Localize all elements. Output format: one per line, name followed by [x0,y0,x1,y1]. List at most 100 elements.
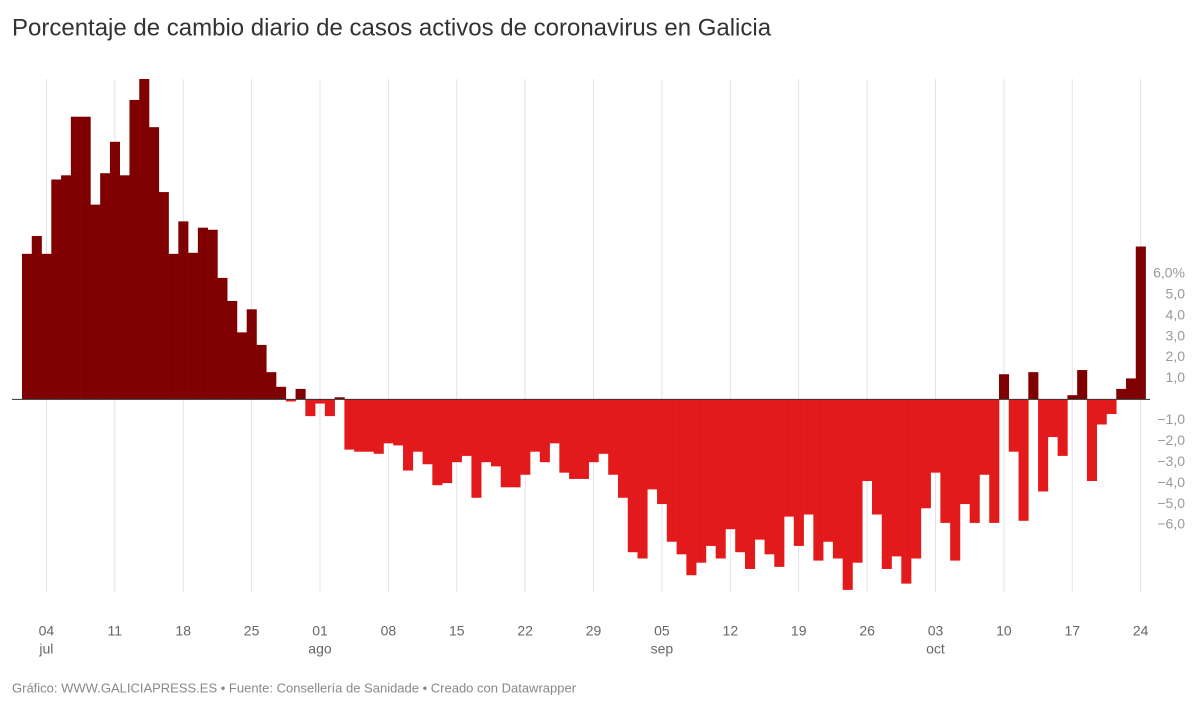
bar [80,116,91,400]
bar [862,399,873,482]
bar [236,332,248,400]
bar [109,141,120,400]
bar [207,229,218,400]
bar [500,399,511,488]
bar [1018,399,1029,521]
y-tick-label: 6,0% [1153,264,1185,280]
bar [168,253,179,400]
bar [1135,246,1146,400]
bar [217,277,228,400]
bar [1077,370,1088,400]
bar [920,399,931,509]
bar [295,388,306,400]
bar [129,99,140,400]
bar [950,399,961,561]
bar [490,399,502,467]
bar [686,399,697,576]
bar [725,399,736,530]
x-tick-label: 29 [586,623,602,639]
bar [363,399,375,452]
bar [705,399,716,546]
bar [22,253,33,400]
bar [31,236,42,400]
y-tick-label: 4,0 [1166,306,1186,322]
bar [1028,372,1039,400]
bar [1038,399,1049,492]
bar [324,399,335,417]
bar [256,344,267,400]
bar [959,399,970,505]
y-tick-label: −5,0 [1157,495,1185,511]
bar [481,399,492,463]
bar [1067,395,1078,400]
x-tick-label: 05 [654,623,670,639]
bar [520,399,531,475]
bar [412,399,423,452]
bar [823,399,834,542]
bar [793,399,804,546]
bar [276,386,287,400]
bar [393,399,404,446]
bar [666,399,677,542]
x-tick-label: 11 [108,623,123,639]
y-tick-label: −2,0 [1157,432,1185,448]
bar [539,399,550,463]
bar [637,399,648,559]
bar [41,253,52,400]
bar [471,399,482,498]
bar [803,399,814,515]
bar [989,399,1000,523]
bar [1106,399,1117,415]
y-tick-label: −4,0 [1157,474,1185,490]
x-month-label: sep [651,641,674,657]
bar [930,399,941,473]
bar [969,399,980,523]
bar [832,399,843,559]
bar [744,399,756,569]
bar [901,399,912,584]
bar [696,399,707,563]
x-tick-label: 17 [1064,623,1080,639]
x-tick-label: 25 [244,623,260,639]
bar [549,399,560,444]
y-tick-label: −1,0 [1157,411,1185,427]
bar [197,227,208,400]
bar [178,221,189,400]
bar [715,399,726,559]
bar [784,399,795,517]
y-tick-label: 5,0 [1166,285,1186,301]
bar [442,399,453,484]
bar [227,300,238,400]
bar [354,399,365,452]
x-tick-label: 24 [1133,623,1149,639]
x-tick-label: 04 [39,623,55,639]
bar [403,399,414,471]
bar [1057,399,1068,456]
x-tick-label: 22 [517,623,533,639]
bar [871,399,883,515]
y-tick-label: −6,0 [1157,516,1185,532]
bar [657,399,668,505]
bar [139,79,150,400]
bar [61,175,72,400]
bar [51,179,62,400]
bar [344,399,355,450]
bar [158,192,169,400]
bar [422,399,433,465]
bar [588,399,599,463]
bar [305,399,316,417]
bar [451,399,462,463]
bar [373,399,384,454]
x-month-label: jul [38,641,53,657]
bar [530,399,541,452]
bar [246,309,257,400]
bar [608,399,619,475]
x-tick-label: 18 [175,623,191,639]
bar [90,204,101,400]
bar [510,399,521,488]
x-tick-label: 15 [449,623,465,639]
x-tick-label: 10 [996,623,1012,639]
bar [569,399,580,479]
bar [881,399,892,569]
